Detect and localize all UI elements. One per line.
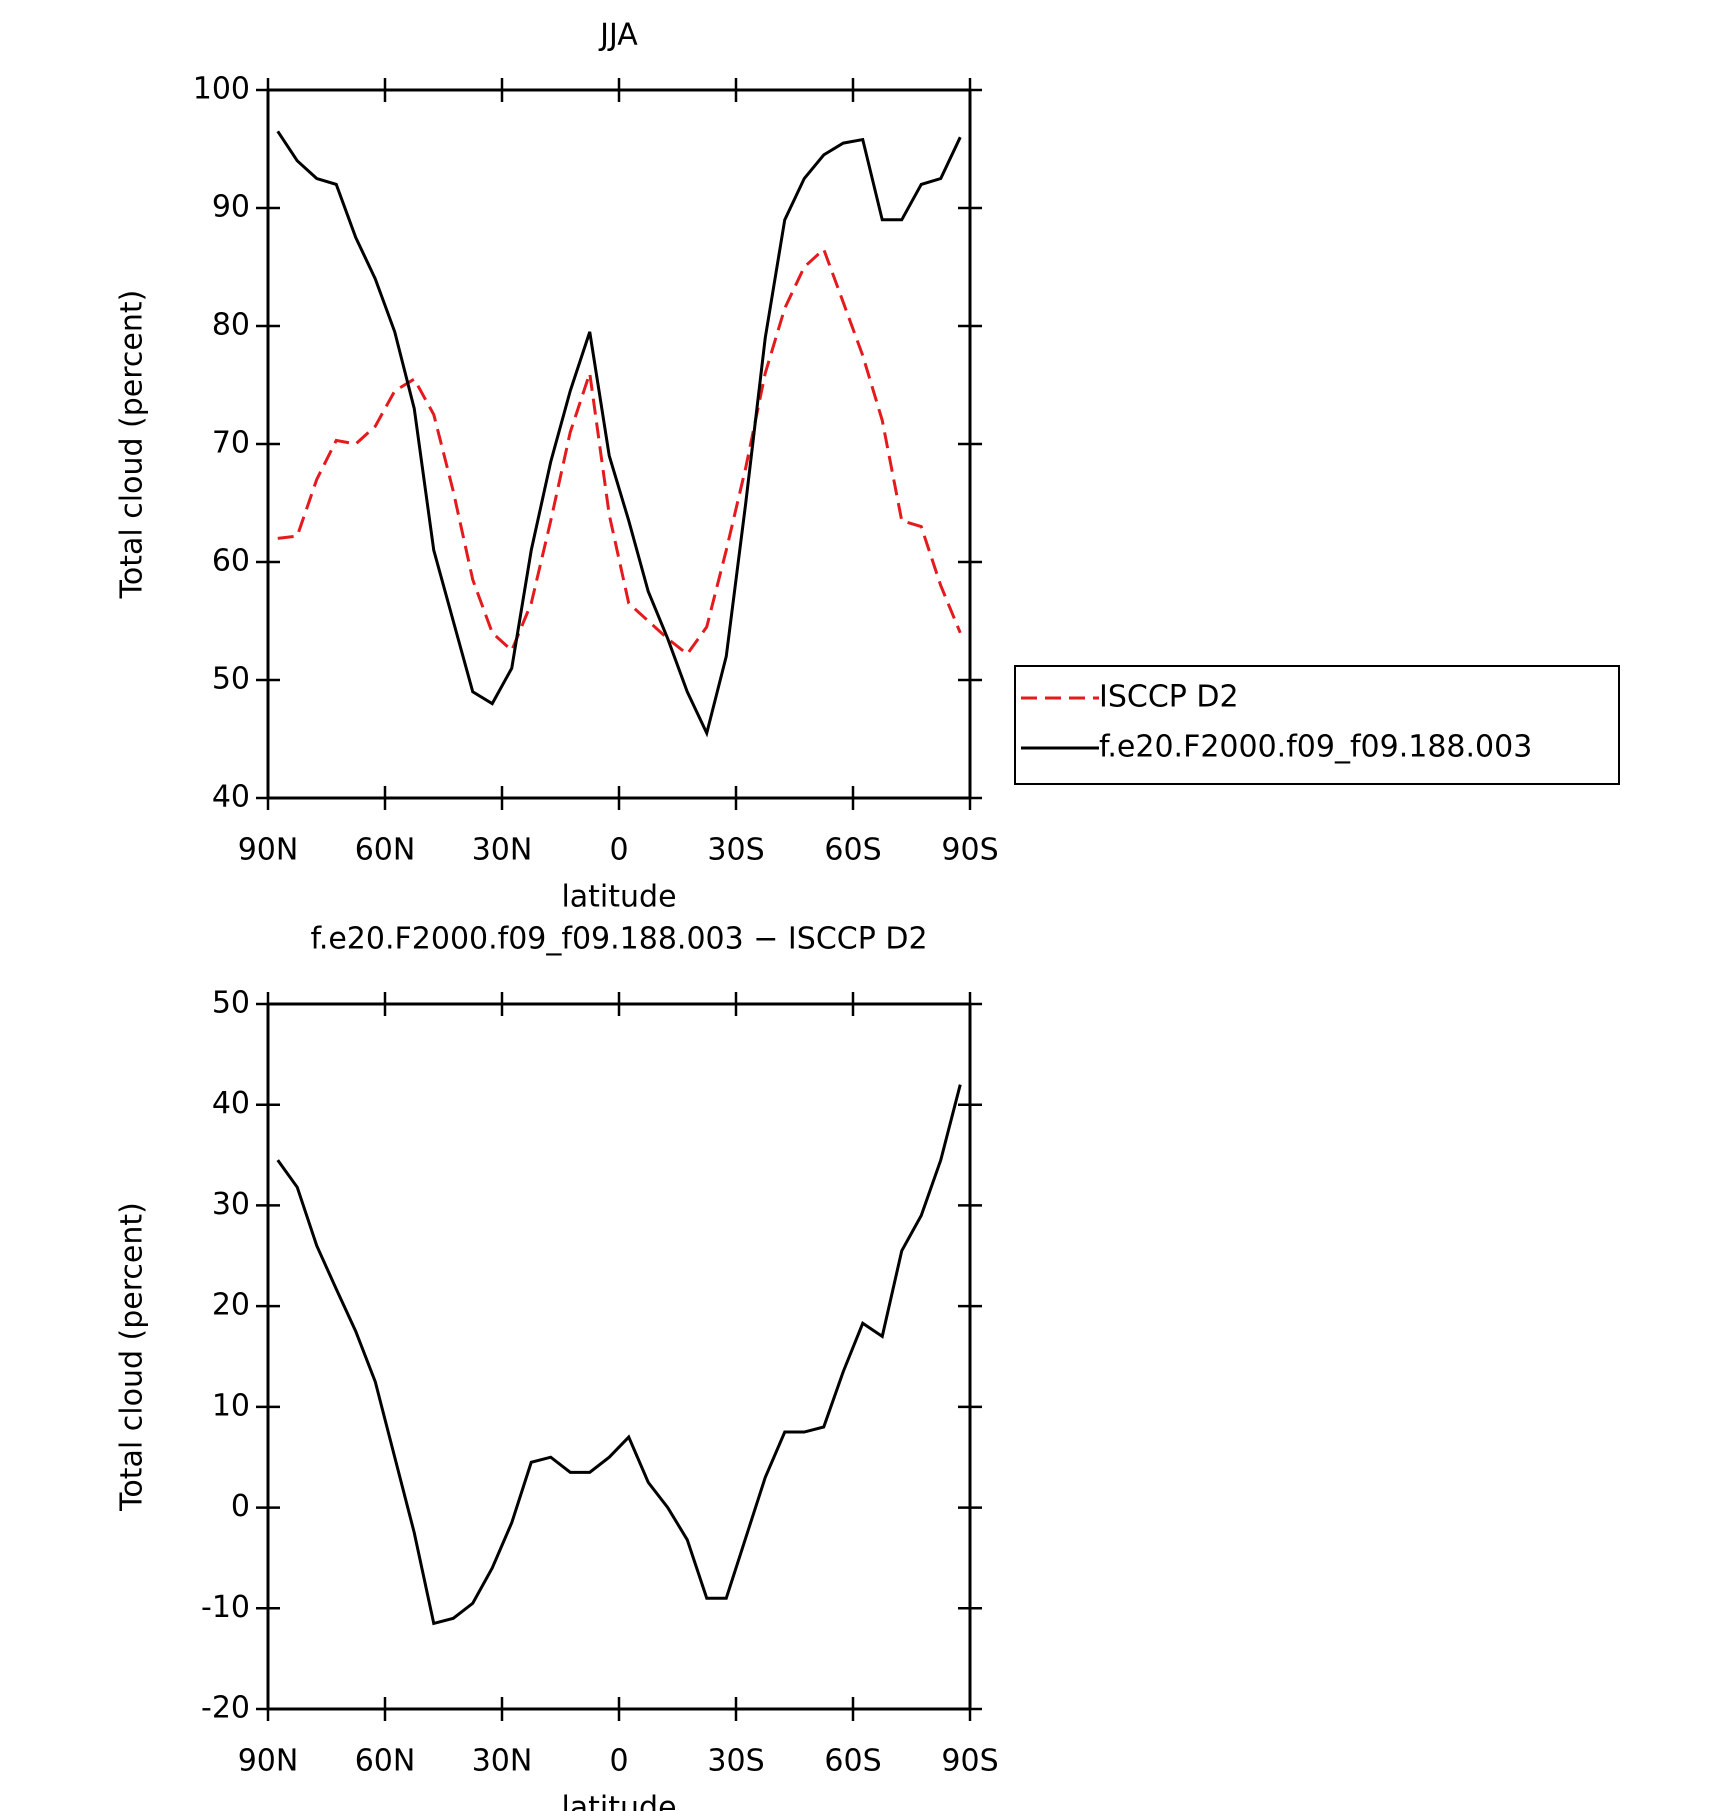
y-tick-label: 70	[212, 426, 250, 461]
x-axis-label: latitude	[561, 1791, 676, 1811]
x-tick-label: 0	[609, 1744, 628, 1779]
chart-title: JJA	[598, 18, 638, 53]
series-line	[276, 1084, 962, 1626]
y-tick-label: 10	[212, 1388, 250, 1423]
legend-box	[1014, 665, 1620, 785]
x-tick-label: 60N	[355, 833, 416, 868]
y-tick-label: -10	[201, 1590, 250, 1625]
y-tick-label: 40	[212, 1086, 250, 1121]
chart-title: f.e20.F2000.f09_f09.188.003 − ISCCP D2	[310, 922, 927, 957]
series-line	[276, 130, 962, 738]
x-tick-label: 60S	[824, 1744, 881, 1779]
y-tick-label: 50	[212, 662, 250, 697]
y-tick-label: 40	[212, 780, 250, 815]
x-tick-label: 30N	[472, 833, 533, 868]
legend-label: ISCCP D2	[1099, 680, 1239, 715]
x-tick-label: 30S	[707, 833, 764, 868]
y-tick-label: 80	[212, 308, 250, 343]
y-tick-label: 0	[231, 1489, 250, 1524]
x-tick-label: 90S	[941, 1744, 998, 1779]
plot-frame	[266, 1002, 972, 1711]
x-tick-label: 90N	[238, 1744, 299, 1779]
y-tick-label: 90	[212, 190, 250, 225]
x-tick-label: 30N	[472, 1744, 533, 1779]
x-axis-label: latitude	[561, 880, 676, 915]
plot-frame	[266, 88, 972, 800]
x-tick-label: 60S	[824, 833, 881, 868]
y-tick-label: 50	[212, 986, 250, 1021]
y-tick-label: -20	[201, 1691, 250, 1726]
y-axis-label: Total cloud (percent)	[115, 290, 150, 600]
y-tick-label: 100	[193, 72, 250, 107]
y-axis-label: Total cloud (percent)	[115, 1202, 150, 1512]
x-tick-label: 90N	[238, 833, 299, 868]
x-tick-label: 60N	[355, 1744, 416, 1779]
series-line	[277, 246, 962, 657]
x-tick-label: 0	[609, 833, 628, 868]
y-tick-label: 20	[212, 1288, 250, 1323]
x-tick-label: 30S	[707, 1744, 764, 1779]
x-tick-label: 90S	[941, 833, 998, 868]
y-tick-label: 30	[212, 1187, 250, 1222]
legend-label: f.e20.F2000.f09_f09.188.003	[1099, 730, 1532, 765]
y-tick-label: 60	[212, 544, 250, 579]
